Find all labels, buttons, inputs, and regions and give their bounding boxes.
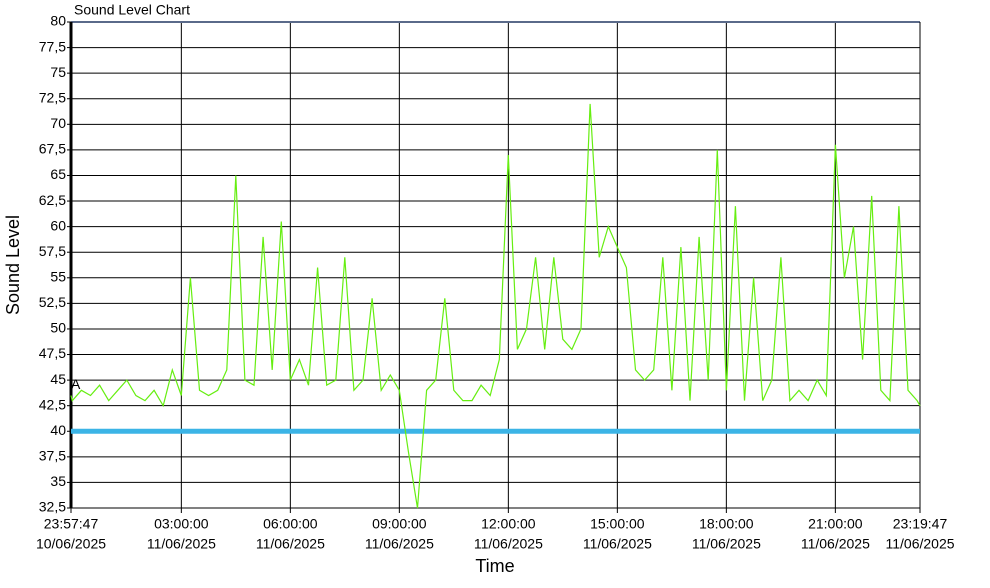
y-axis-label: Sound Level [3,215,23,315]
x-tick-label: 11/06/2025 [147,536,216,552]
marker-label: A [71,376,81,392]
x-tick-label: 10/06/2025 [36,536,106,552]
y-tick-label: 35 [50,473,66,489]
x-tick-label: 11/06/2025 [692,536,761,552]
y-tick-label: 72,5 [39,89,66,105]
data-line [70,103,921,509]
chart-title: Sound Level Chart [74,2,190,18]
x-tick-label: 09:00:00 [372,516,427,532]
y-tick-label: 32,5 [39,499,66,515]
x-tick-label: 03:00:00 [154,516,209,532]
y-tick-label: 55 [50,268,66,284]
x-tick-label: 11/06/2025 [885,536,954,552]
y-tick-label: 77,5 [39,38,66,54]
y-tick-label: 47,5 [39,345,66,361]
y-tick-label: 52,5 [39,294,66,310]
y-tick-label: 37,5 [39,448,66,464]
y-tick-label: 42,5 [39,396,66,412]
x-tick-label: 23:57:47 [44,516,99,532]
x-axis-label: Time [475,556,514,576]
y-tick-label: 80 [50,13,66,29]
x-tick-label: 18:00:00 [699,516,754,532]
y-tick-label: 50 [50,320,66,336]
x-tick-label: 23:19:47 [893,516,948,532]
y-tick-label: 45 [50,371,66,387]
x-tick-label: 11/06/2025 [256,536,325,552]
y-tick-label: 75 [50,64,66,80]
x-tick-label: 11/06/2025 [583,536,652,552]
x-tick-label: 11/06/2025 [474,536,543,552]
x-tick-label: 06:00:00 [263,516,318,532]
y-tick-label: 57,5 [39,243,66,259]
x-tick-label: 21:00:00 [808,516,863,532]
x-tick-label: 12:00:00 [481,516,536,532]
y-tick-label: 62,5 [39,192,66,208]
y-tick-label: 67,5 [39,141,66,157]
x-tick-label: 11/06/2025 [801,536,870,552]
y-tick-label: 60 [50,217,66,233]
y-tick-label: 40 [50,422,66,438]
y-tick-label: 65 [50,166,66,182]
y-tick-label: 70 [50,115,66,131]
x-tick-label: 11/06/2025 [365,536,434,552]
x-tick-label: 15:00:00 [590,516,645,532]
